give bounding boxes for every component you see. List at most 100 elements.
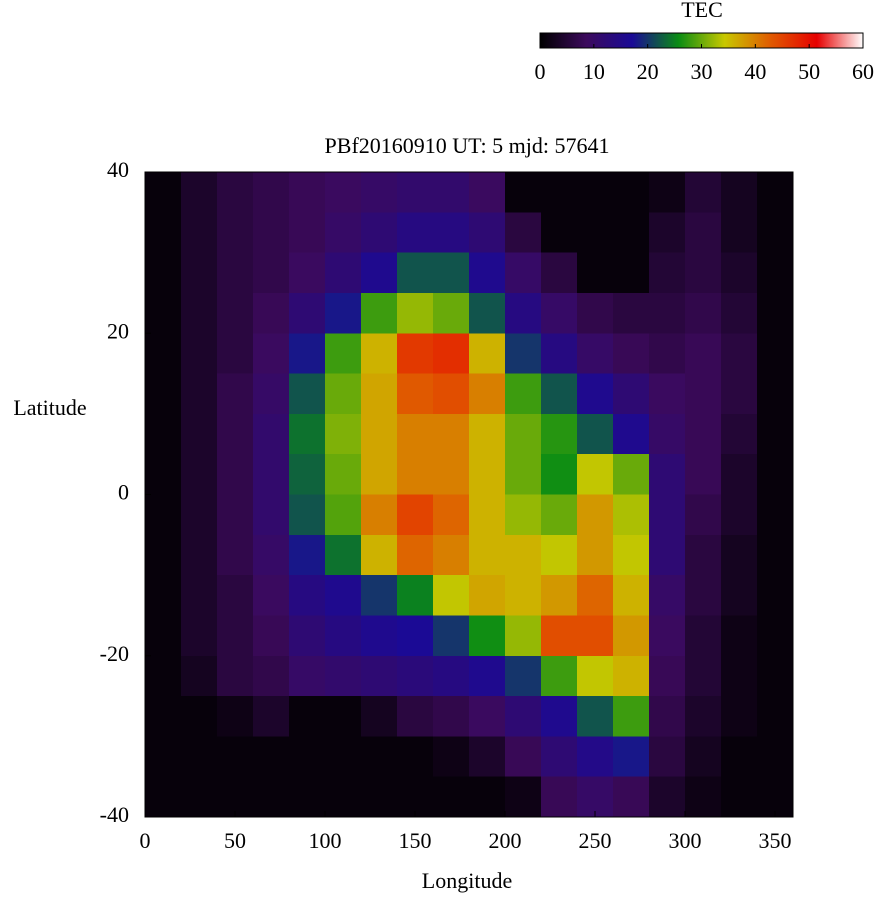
heat-cell [217, 292, 254, 334]
heat-cell [721, 494, 758, 536]
heat-cell [145, 413, 182, 455]
heat-cell [541, 776, 578, 818]
heat-cell [253, 776, 290, 818]
heat-cell [613, 575, 650, 616]
heat-cell [181, 333, 218, 375]
heat-cell [325, 776, 362, 818]
heat-cell [397, 736, 434, 778]
colorbar-tick-label: 30 [691, 59, 713, 84]
heat-cell [145, 212, 182, 254]
heat-cell [181, 172, 218, 213]
x-axis-label: Longitude [422, 868, 512, 893]
heat-cell [253, 655, 290, 697]
heat-cell [325, 575, 362, 616]
heat-cell [577, 292, 614, 334]
heat-cell [433, 736, 470, 778]
heat-cell [361, 736, 398, 778]
heat-cell [145, 494, 182, 536]
heat-cell [577, 534, 614, 576]
heat-cell [469, 575, 506, 616]
heat-cell [541, 615, 578, 657]
heat-cell [469, 776, 506, 818]
heat-cell [685, 454, 722, 495]
heat-cell [145, 575, 182, 616]
heat-cell [469, 373, 506, 415]
heat-cell [361, 454, 398, 495]
heat-cell [613, 494, 650, 536]
heat-cell [613, 655, 650, 697]
heat-cell [253, 292, 290, 334]
heat-cell [721, 413, 758, 455]
heat-cell [181, 655, 218, 697]
heat-cell [577, 494, 614, 536]
colorbar-tick-label: 0 [535, 59, 546, 84]
heat-cell [577, 212, 614, 254]
heat-cell [325, 212, 362, 254]
heat-cell [577, 575, 614, 616]
heat-cell [505, 534, 542, 576]
heat-cell [289, 252, 326, 294]
heatmap [145, 172, 794, 818]
heat-cell [721, 776, 758, 818]
heat-cell [505, 575, 542, 616]
heat-cell [433, 413, 470, 455]
heat-cell [181, 696, 218, 737]
heat-cell [685, 655, 722, 697]
heat-cell [217, 333, 254, 375]
heat-cell [757, 534, 794, 576]
heat-cell [289, 615, 326, 657]
heat-cell [361, 615, 398, 657]
heat-cell [361, 373, 398, 415]
heat-cell [325, 373, 362, 415]
heat-cell [325, 413, 362, 455]
heat-cell [253, 212, 290, 254]
heat-cell [325, 655, 362, 697]
heat-cell [649, 534, 686, 576]
heat-cell [469, 292, 506, 334]
heat-cell [649, 575, 686, 616]
heat-cell [289, 413, 326, 455]
heat-cell [433, 575, 470, 616]
heat-cell [397, 696, 434, 737]
heat-cell [613, 736, 650, 778]
heat-cell [469, 615, 506, 657]
heat-cell [289, 212, 326, 254]
x-tick-label: 300 [669, 828, 702, 853]
heat-cell [325, 172, 362, 213]
heat-cell [145, 696, 182, 737]
heat-cell [721, 575, 758, 616]
heat-cell [577, 373, 614, 415]
x-tick-label: 50 [224, 828, 246, 853]
heat-cell [505, 292, 542, 334]
heat-cell [541, 575, 578, 616]
heat-cell [505, 776, 542, 818]
heat-cell [613, 373, 650, 415]
heat-cell [505, 494, 542, 536]
heat-cell [217, 494, 254, 536]
heat-cell [541, 292, 578, 334]
heat-cell [145, 252, 182, 294]
heat-cell [577, 736, 614, 778]
heat-cell [505, 615, 542, 657]
heat-cell [361, 534, 398, 576]
heat-cell [397, 575, 434, 616]
heat-cell [397, 172, 434, 213]
heat-cell [397, 615, 434, 657]
heat-cell [181, 292, 218, 334]
heat-cell [649, 252, 686, 294]
heat-cell [217, 655, 254, 697]
heat-cell [361, 413, 398, 455]
heat-cell [325, 454, 362, 495]
heat-cell [289, 534, 326, 576]
heat-cell [181, 212, 218, 254]
heat-cell [433, 776, 470, 818]
heat-cell [541, 655, 578, 697]
heat-cell [397, 252, 434, 294]
heat-cell [685, 252, 722, 294]
y-tick-label: 20 [107, 318, 129, 343]
heat-cell [649, 655, 686, 697]
heat-cell [181, 494, 218, 536]
heat-cell [361, 292, 398, 334]
heat-cell [397, 655, 434, 697]
